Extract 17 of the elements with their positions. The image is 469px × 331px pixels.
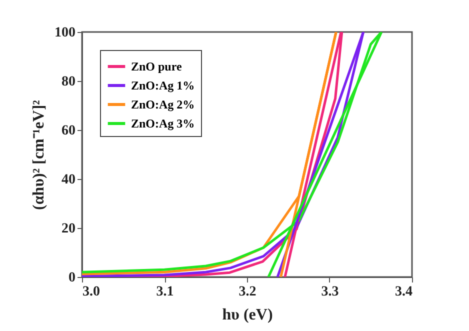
y-tick-label: 20 — [62, 222, 76, 236]
x-tick-label: 3.4 — [395, 284, 412, 300]
y-tick-label: 80 — [62, 74, 76, 90]
x-axis-title: hυ (eV) — [222, 306, 273, 324]
y-axis-title: (αhυ)² [cm⁻¹eV]² — [30, 100, 48, 210]
x-tick-label: 3.1 — [156, 284, 174, 300]
y-tick-label: 60 — [62, 124, 76, 138]
x-tick-label: 3.2 — [238, 284, 256, 300]
legend-label: ZnO:Ag 3% — [131, 116, 195, 130]
y-tick-label: 100 — [54, 26, 76, 40]
y-tick-label: 40 — [62, 172, 76, 188]
legend-label: ZnO pure — [131, 60, 182, 74]
x-tick-label: 3.3 — [321, 284, 339, 300]
legend-label: ZnO:Ag 2% — [131, 98, 195, 112]
y-tick-label: 0 — [68, 270, 76, 286]
x-tick-label: 3.0 — [82, 284, 100, 300]
legend-label: ZnO:Ag 1% — [131, 78, 195, 92]
